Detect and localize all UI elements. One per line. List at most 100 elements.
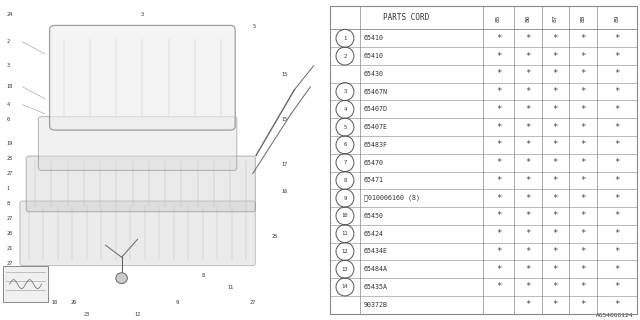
Text: *: * <box>614 229 620 238</box>
Text: *: * <box>580 283 586 292</box>
Text: 17: 17 <box>282 162 288 167</box>
Text: *: * <box>580 123 586 132</box>
Text: 65471: 65471 <box>364 177 383 183</box>
Text: 9: 9 <box>343 196 347 201</box>
Text: *: * <box>553 194 558 203</box>
Text: 18: 18 <box>6 84 13 89</box>
Text: *: * <box>496 123 501 132</box>
Text: *: * <box>580 300 586 309</box>
Text: 5: 5 <box>343 124 347 130</box>
Text: *: * <box>496 69 501 78</box>
Text: PARTS CORD: PARTS CORD <box>383 13 429 22</box>
Text: *: * <box>553 212 558 220</box>
Text: *: * <box>496 34 501 43</box>
Text: *: * <box>525 140 531 149</box>
Text: 21: 21 <box>6 246 13 251</box>
Text: *: * <box>525 52 531 60</box>
Text: *: * <box>525 87 531 96</box>
Text: 65470: 65470 <box>364 160 383 166</box>
Text: *: * <box>553 140 558 149</box>
Text: *: * <box>614 265 620 274</box>
Text: 22: 22 <box>6 276 13 281</box>
Text: *: * <box>580 176 586 185</box>
Text: *: * <box>496 87 501 96</box>
Text: *: * <box>496 265 501 274</box>
Text: 8: 8 <box>343 178 347 183</box>
Text: 10: 10 <box>51 300 58 305</box>
Text: *: * <box>614 194 620 203</box>
Text: 2: 2 <box>343 53 347 59</box>
Text: *: * <box>525 123 531 132</box>
FancyBboxPatch shape <box>26 156 255 212</box>
Text: 3: 3 <box>343 89 347 94</box>
Text: *: * <box>496 176 501 185</box>
Text: 65467N: 65467N <box>364 89 388 95</box>
Text: 7: 7 <box>343 160 347 165</box>
Text: 85: 85 <box>496 14 501 22</box>
Text: 6: 6 <box>343 142 347 148</box>
Text: *: * <box>553 283 558 292</box>
Text: 12: 12 <box>134 311 141 316</box>
Text: *: * <box>580 158 586 167</box>
Text: 65435A: 65435A <box>364 284 388 290</box>
Text: 6: 6 <box>6 117 10 122</box>
Text: *: * <box>496 212 501 220</box>
Text: *: * <box>614 300 620 309</box>
Text: 4: 4 <box>343 107 347 112</box>
Text: 10: 10 <box>342 213 348 219</box>
Text: *: * <box>580 247 586 256</box>
Text: *: * <box>553 69 558 78</box>
Text: 26: 26 <box>70 300 77 305</box>
Text: *: * <box>580 194 586 203</box>
Text: 23: 23 <box>83 311 90 316</box>
Text: 13: 13 <box>342 267 348 272</box>
Text: 1: 1 <box>343 36 347 41</box>
Text: *: * <box>614 52 620 60</box>
Text: *: * <box>614 212 620 220</box>
Text: *: * <box>553 158 558 167</box>
Text: 24: 24 <box>6 12 13 18</box>
Text: *: * <box>525 105 531 114</box>
Text: *: * <box>553 87 558 96</box>
Text: 4: 4 <box>6 102 10 107</box>
Text: *: * <box>614 87 620 96</box>
Text: *: * <box>525 229 531 238</box>
Text: 15: 15 <box>282 72 288 77</box>
Text: 27: 27 <box>6 216 13 221</box>
Text: 65407D: 65407D <box>364 106 388 112</box>
Text: *: * <box>580 265 586 274</box>
Text: 65450: 65450 <box>364 213 383 219</box>
Text: 11: 11 <box>342 231 348 236</box>
Text: *: * <box>496 52 501 60</box>
Text: 19: 19 <box>6 141 13 146</box>
Text: 12: 12 <box>342 249 348 254</box>
Text: 87: 87 <box>553 14 558 22</box>
Text: 15: 15 <box>282 117 288 122</box>
Text: 65484A: 65484A <box>364 266 388 272</box>
Text: 65410: 65410 <box>364 53 383 59</box>
Text: *: * <box>525 69 531 78</box>
Text: 14: 14 <box>342 284 348 290</box>
Text: *: * <box>580 34 586 43</box>
Text: 2: 2 <box>6 39 10 44</box>
Text: *: * <box>580 87 586 96</box>
Text: 86: 86 <box>525 14 531 22</box>
Text: *: * <box>525 176 531 185</box>
Text: *: * <box>496 105 501 114</box>
Text: 11: 11 <box>227 284 234 290</box>
Text: 65407E: 65407E <box>364 124 388 130</box>
Text: *: * <box>496 194 501 203</box>
Text: 3: 3 <box>141 12 144 18</box>
Text: *: * <box>580 69 586 78</box>
Text: *: * <box>525 283 531 292</box>
Text: 65430: 65430 <box>364 71 383 77</box>
Text: *: * <box>614 69 620 78</box>
Text: 27: 27 <box>6 261 13 266</box>
Text: 8: 8 <box>6 201 10 206</box>
Text: 8: 8 <box>202 273 205 278</box>
FancyBboxPatch shape <box>20 201 255 266</box>
Text: *: * <box>525 158 531 167</box>
Text: *: * <box>553 52 558 60</box>
Circle shape <box>116 273 127 284</box>
Text: *: * <box>553 300 558 309</box>
